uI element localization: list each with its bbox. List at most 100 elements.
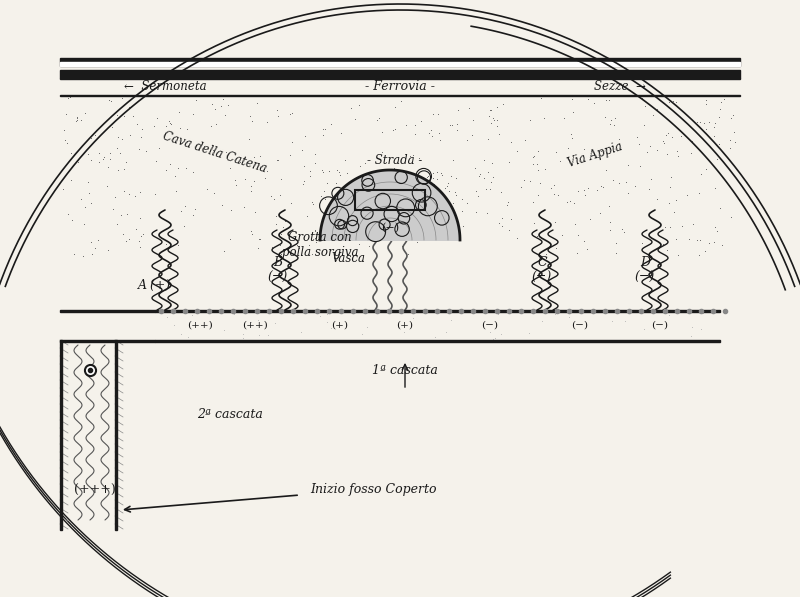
Point	[149, 189, 162, 199]
Point	[247, 176, 260, 186]
Point	[106, 122, 118, 131]
Point	[641, 147, 654, 156]
Point	[110, 219, 123, 229]
Point	[357, 201, 370, 211]
Point	[315, 165, 328, 175]
Point	[603, 225, 616, 235]
Point	[356, 181, 369, 190]
Point	[321, 224, 334, 233]
Point	[484, 119, 497, 128]
Point	[632, 140, 645, 149]
Point	[410, 182, 422, 192]
Point	[70, 113, 83, 123]
Point	[430, 174, 443, 184]
Point	[137, 230, 150, 239]
Point	[605, 115, 618, 125]
Point	[631, 132, 644, 141]
Point	[134, 231, 147, 241]
Point	[483, 105, 496, 115]
Point	[511, 146, 524, 155]
Point	[206, 99, 218, 108]
Point	[398, 215, 410, 224]
Point	[603, 119, 616, 129]
Point	[314, 335, 326, 344]
Point	[527, 219, 540, 228]
Point	[446, 198, 459, 208]
Point	[170, 186, 182, 196]
Point	[661, 149, 674, 159]
Bar	[60, 70, 740, 78]
Point	[399, 181, 412, 191]
Point	[662, 128, 675, 137]
Bar	[60, 58, 740, 66]
Point	[622, 160, 634, 170]
Point	[664, 222, 677, 232]
Point	[122, 101, 135, 111]
Point	[708, 238, 721, 247]
Point	[342, 216, 354, 226]
Point	[650, 104, 663, 113]
Point	[227, 309, 240, 319]
Point	[317, 167, 330, 177]
Point	[445, 315, 458, 325]
Point	[472, 191, 485, 201]
Point	[366, 227, 379, 237]
Bar	[60, 62, 740, 66]
Point	[502, 157, 515, 167]
Bar	[60, 95, 740, 96]
Point	[67, 249, 80, 259]
Point	[317, 131, 330, 140]
Point	[592, 152, 605, 162]
Point	[410, 223, 422, 232]
Point	[362, 241, 375, 251]
Point	[694, 325, 707, 334]
Point	[339, 155, 352, 165]
Point	[77, 251, 90, 261]
Point	[698, 119, 710, 128]
Point	[132, 236, 145, 245]
Point	[246, 229, 258, 239]
Point	[215, 200, 228, 210]
Point	[330, 179, 342, 188]
Text: 1ª cascata: 1ª cascata	[372, 364, 438, 377]
Point	[179, 164, 192, 173]
Point	[249, 207, 262, 216]
Point	[152, 143, 165, 152]
Point	[686, 136, 698, 145]
Point	[690, 235, 703, 245]
Point	[246, 116, 258, 126]
Point	[523, 328, 536, 338]
Point	[413, 210, 426, 219]
Point	[65, 148, 78, 158]
Point	[333, 167, 346, 177]
Point	[480, 208, 493, 218]
Point	[190, 96, 202, 105]
Point	[238, 174, 251, 184]
Point	[670, 195, 682, 205]
Point	[442, 178, 454, 187]
Text: (+): (+)	[397, 321, 414, 330]
Point	[420, 172, 433, 181]
Point	[219, 147, 232, 156]
Point	[63, 92, 76, 101]
Point	[672, 251, 685, 260]
Text: Vasca: Vasca	[331, 251, 365, 264]
Point	[366, 211, 378, 221]
Point	[245, 186, 258, 196]
Point	[386, 125, 399, 134]
Point	[725, 113, 738, 123]
Point	[587, 99, 600, 108]
Point	[413, 195, 426, 205]
Point	[370, 115, 383, 125]
Point	[308, 225, 321, 235]
Point	[708, 183, 721, 193]
Point	[666, 96, 679, 106]
Point	[72, 158, 85, 167]
Point	[564, 196, 577, 206]
Point	[364, 230, 377, 239]
Point	[363, 182, 376, 192]
Point	[333, 171, 346, 180]
Text: Via Appia: Via Appia	[566, 140, 624, 170]
Point	[592, 307, 605, 317]
Point	[659, 223, 672, 232]
